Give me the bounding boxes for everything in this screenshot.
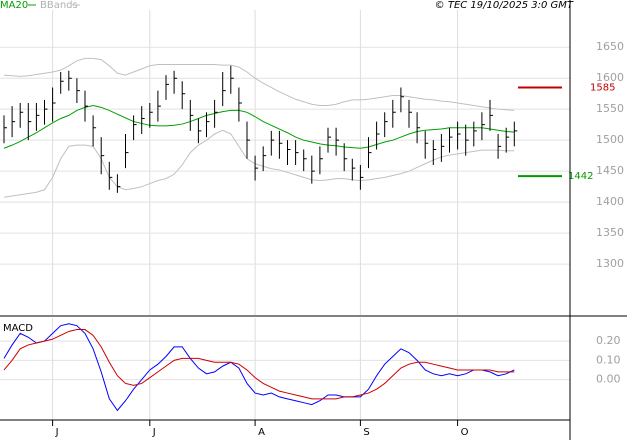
band-upper xyxy=(3,57,515,111)
ma-line xyxy=(3,104,515,149)
ohlc-bar xyxy=(408,99,412,128)
ohlc-bar xyxy=(392,99,396,128)
ohlc-bar xyxy=(76,78,80,103)
ohlc-bar xyxy=(400,87,404,113)
ohlc-bar xyxy=(295,140,299,165)
ohlc-bar xyxy=(238,87,242,122)
ohlc-bar xyxy=(125,133,129,169)
ohlc-bar xyxy=(254,155,259,181)
y-tick-label: 1400 xyxy=(596,195,624,208)
ohlc-bar xyxy=(335,127,340,156)
ohlc-bar xyxy=(197,118,202,144)
ohlc-bar xyxy=(44,99,48,125)
macd-line xyxy=(3,329,515,400)
x-tick-label: S xyxy=(363,427,369,438)
ohlc-bar xyxy=(473,121,477,147)
ohlc-bar xyxy=(311,155,315,184)
ohlc-bar xyxy=(19,102,24,128)
ohlc-bar xyxy=(449,127,453,153)
y-tick-label: 0.20 xyxy=(596,334,621,347)
x-tick-label: J xyxy=(152,427,156,438)
y-tick-label: 1650 xyxy=(596,40,624,53)
ohlc-bar xyxy=(497,133,502,159)
level-label: 1442 xyxy=(568,171,593,182)
level-label: 1585 xyxy=(590,82,615,93)
band-lower xyxy=(3,129,515,198)
ohlc-bar xyxy=(181,81,186,110)
ohlc-bar xyxy=(27,102,32,141)
macd-title: MACD xyxy=(3,323,33,334)
y-tick-label: 1600 xyxy=(596,71,624,84)
ohlc-bar xyxy=(92,115,97,147)
ohlc-bar xyxy=(141,106,145,134)
y-tick-label: 1450 xyxy=(596,164,624,177)
ohlc-bar xyxy=(384,112,388,138)
ohlc-bar xyxy=(100,137,105,175)
ohlc-bar xyxy=(149,102,153,128)
ohlc-bar xyxy=(84,90,88,122)
ohlc-bar xyxy=(327,127,331,153)
ohlc-bar xyxy=(35,102,40,131)
y-tick-label: 1500 xyxy=(596,133,624,146)
ohlc-bar xyxy=(157,90,161,122)
ohlc-bar xyxy=(52,87,56,122)
x-tick-label: O xyxy=(461,427,469,438)
ohlc-bar xyxy=(68,70,72,91)
legend-bands: BBands xyxy=(40,0,78,11)
ohlc-bar xyxy=(278,130,283,159)
ohlc-bar xyxy=(173,70,178,94)
ohlc-bar xyxy=(457,121,461,150)
ohlc-bar xyxy=(270,130,275,156)
ohlc-bar xyxy=(481,112,485,141)
y-tick-label: 1550 xyxy=(596,102,624,115)
ohlc-bar xyxy=(60,71,64,94)
y-tick-label: 0.10 xyxy=(596,353,621,366)
y-tick-label: 1300 xyxy=(596,257,624,270)
ohlc-bar xyxy=(165,75,169,100)
ohlc-bar xyxy=(424,130,429,159)
ohlc-bar xyxy=(189,99,194,131)
source: © TEC 19/10/2025 3:0 GMT xyxy=(435,0,574,11)
ohlc-bar xyxy=(351,158,356,181)
ohlc-bar xyxy=(133,115,137,141)
ohlc-bar xyxy=(505,127,510,153)
macd-line xyxy=(3,323,515,412)
ohlc-bar xyxy=(3,115,7,144)
ohlc-bar xyxy=(108,161,113,190)
x-tick-label: J xyxy=(55,427,59,438)
ohlc-bar xyxy=(230,65,234,94)
ohlc-bar xyxy=(303,149,307,172)
ohlc-bar xyxy=(214,99,218,128)
ohlc-bar xyxy=(465,124,469,156)
legend-ma: MA20 xyxy=(0,0,28,11)
ohlc-bar xyxy=(359,164,364,190)
x-tick-label: A xyxy=(258,427,265,438)
y-tick-label: 1350 xyxy=(596,226,624,239)
ohlc-bar xyxy=(116,174,121,193)
ohlc-bar xyxy=(319,146,323,175)
ohlc-bar xyxy=(489,99,493,131)
ohlc-bar xyxy=(222,71,226,107)
ohlc-bar xyxy=(432,140,437,165)
ohlc-bar xyxy=(376,121,380,150)
ohlc-bar xyxy=(368,137,372,169)
ohlc-bar xyxy=(513,121,518,147)
ohlc-bar xyxy=(206,112,210,138)
ohlc-bar xyxy=(262,146,267,172)
ohlc-bar xyxy=(416,112,421,144)
ohlc-bar xyxy=(287,140,291,165)
ohlc-bar xyxy=(246,121,250,159)
ohlc-bar xyxy=(440,133,445,162)
y-tick-label: 0.00 xyxy=(596,373,621,386)
ohlc-bar xyxy=(343,143,348,172)
ohlc-bar xyxy=(11,106,16,138)
